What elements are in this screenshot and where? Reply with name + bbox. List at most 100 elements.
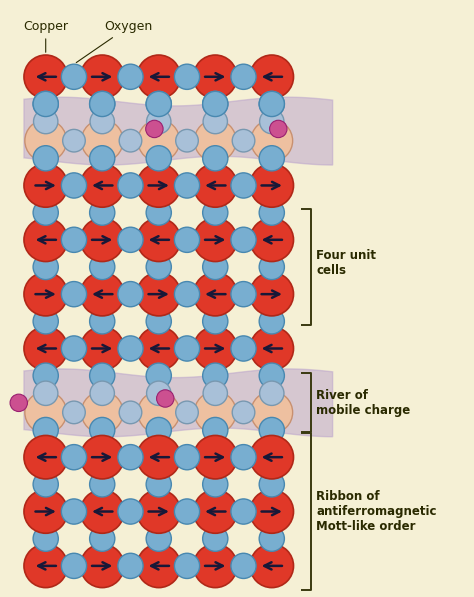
Circle shape bbox=[137, 490, 181, 533]
Circle shape bbox=[232, 130, 255, 152]
Circle shape bbox=[34, 109, 58, 134]
Circle shape bbox=[24, 435, 67, 479]
Circle shape bbox=[146, 254, 172, 279]
Circle shape bbox=[24, 164, 67, 207]
Circle shape bbox=[90, 91, 115, 116]
Circle shape bbox=[146, 91, 172, 116]
Circle shape bbox=[138, 120, 180, 162]
Circle shape bbox=[61, 64, 87, 90]
Circle shape bbox=[250, 544, 293, 587]
Circle shape bbox=[174, 336, 200, 361]
Circle shape bbox=[203, 381, 228, 405]
Circle shape bbox=[146, 91, 172, 116]
Circle shape bbox=[137, 164, 181, 207]
Circle shape bbox=[81, 164, 124, 207]
Circle shape bbox=[82, 120, 123, 162]
Circle shape bbox=[146, 146, 172, 171]
Circle shape bbox=[231, 445, 256, 470]
Circle shape bbox=[33, 472, 58, 497]
Circle shape bbox=[203, 200, 228, 225]
Circle shape bbox=[90, 254, 115, 279]
Circle shape bbox=[231, 64, 256, 90]
Text: Copper: Copper bbox=[23, 20, 68, 53]
Circle shape bbox=[61, 227, 87, 253]
Circle shape bbox=[33, 200, 58, 225]
Circle shape bbox=[231, 336, 256, 361]
Circle shape bbox=[203, 363, 228, 388]
Text: Oxygen: Oxygen bbox=[76, 20, 153, 63]
Circle shape bbox=[174, 64, 200, 90]
Circle shape bbox=[90, 91, 115, 116]
Circle shape bbox=[146, 472, 172, 497]
Circle shape bbox=[270, 120, 287, 138]
Circle shape bbox=[25, 120, 66, 162]
Circle shape bbox=[146, 363, 172, 388]
Circle shape bbox=[33, 146, 58, 171]
Circle shape bbox=[146, 417, 172, 442]
Circle shape bbox=[156, 390, 174, 407]
Circle shape bbox=[33, 526, 58, 551]
Circle shape bbox=[193, 272, 237, 316]
Circle shape bbox=[81, 490, 124, 533]
Circle shape bbox=[138, 392, 180, 433]
Circle shape bbox=[34, 381, 58, 405]
Circle shape bbox=[194, 392, 236, 433]
Circle shape bbox=[259, 526, 284, 551]
Circle shape bbox=[146, 109, 171, 134]
Circle shape bbox=[137, 544, 181, 587]
Circle shape bbox=[90, 472, 115, 497]
Polygon shape bbox=[24, 369, 333, 437]
Circle shape bbox=[231, 499, 256, 524]
Circle shape bbox=[251, 392, 292, 433]
Circle shape bbox=[260, 109, 284, 134]
Circle shape bbox=[231, 553, 256, 578]
Circle shape bbox=[193, 327, 237, 370]
Circle shape bbox=[250, 164, 293, 207]
Circle shape bbox=[146, 526, 172, 551]
Circle shape bbox=[193, 490, 237, 533]
Circle shape bbox=[174, 227, 200, 253]
Circle shape bbox=[33, 417, 58, 442]
Circle shape bbox=[24, 272, 67, 316]
Circle shape bbox=[81, 327, 124, 370]
Circle shape bbox=[193, 544, 237, 587]
Circle shape bbox=[174, 282, 200, 307]
Circle shape bbox=[259, 200, 284, 225]
Circle shape bbox=[33, 309, 58, 334]
Circle shape bbox=[90, 309, 115, 334]
Circle shape bbox=[118, 336, 143, 361]
Circle shape bbox=[259, 417, 284, 442]
Circle shape bbox=[250, 327, 293, 370]
Circle shape bbox=[146, 309, 172, 334]
Circle shape bbox=[118, 173, 143, 198]
Circle shape bbox=[33, 254, 58, 279]
Circle shape bbox=[119, 401, 142, 424]
Circle shape bbox=[82, 392, 123, 433]
Circle shape bbox=[61, 553, 87, 578]
Circle shape bbox=[259, 363, 284, 388]
Circle shape bbox=[203, 417, 228, 442]
Circle shape bbox=[203, 472, 228, 497]
Circle shape bbox=[90, 146, 115, 171]
Circle shape bbox=[174, 445, 200, 470]
Circle shape bbox=[90, 417, 115, 442]
Circle shape bbox=[24, 327, 67, 370]
Circle shape bbox=[61, 445, 87, 470]
Circle shape bbox=[250, 55, 293, 99]
Circle shape bbox=[259, 91, 284, 116]
Circle shape bbox=[203, 109, 228, 134]
Circle shape bbox=[174, 499, 200, 524]
Circle shape bbox=[174, 553, 200, 578]
Circle shape bbox=[137, 435, 181, 479]
Circle shape bbox=[118, 64, 143, 90]
Circle shape bbox=[259, 91, 284, 116]
Circle shape bbox=[259, 309, 284, 334]
Circle shape bbox=[146, 381, 171, 405]
Circle shape bbox=[259, 146, 284, 171]
Circle shape bbox=[137, 272, 181, 316]
Circle shape bbox=[231, 173, 256, 198]
Text: Ribbon of
antiferromagnetic
Mott-like order: Ribbon of antiferromagnetic Mott-like or… bbox=[316, 490, 437, 533]
Circle shape bbox=[61, 282, 87, 307]
Circle shape bbox=[118, 282, 143, 307]
Circle shape bbox=[203, 91, 228, 116]
